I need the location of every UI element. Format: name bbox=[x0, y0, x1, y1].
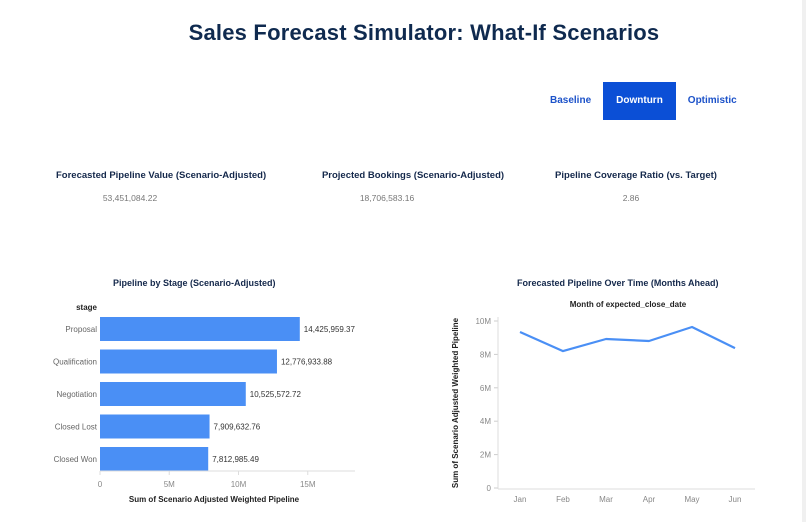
bar[interactable] bbox=[100, 382, 246, 406]
kpi-value: 53,451,084.22 bbox=[102, 193, 158, 203]
y-tick-label: 4M bbox=[480, 417, 491, 426]
x-tick-label: Feb bbox=[556, 495, 570, 504]
x-tick-label: 15M bbox=[300, 480, 316, 489]
kpi-value: 18,706,583.16 bbox=[359, 193, 415, 203]
y-tick-label: 2M bbox=[480, 451, 491, 460]
bar-chart-category-header: stage bbox=[76, 303, 97, 312]
bar-value-label: 10,525,572.72 bbox=[250, 390, 302, 399]
bar[interactable] bbox=[100, 447, 209, 471]
kpi-card-coverage-ratio: Pipeline Coverage Ratio (vs. Target) 2.8… bbox=[536, 170, 736, 203]
kpi-value: 2.86 bbox=[622, 193, 640, 203]
bar-category-label: Closed Lost bbox=[55, 423, 98, 432]
tab-optimistic[interactable]: Optimistic bbox=[687, 95, 737, 106]
line-chart-title: Forecasted Pipeline Over Time (Months Ah… bbox=[517, 278, 719, 288]
y-tick-label: 0 bbox=[487, 484, 492, 493]
x-tick-label: Apr bbox=[643, 495, 656, 504]
kpi-label: Forecasted Pipeline Value (Scenario-Adju… bbox=[56, 170, 267, 181]
bar-chart-title: Pipeline by Stage (Scenario-Adjusted) bbox=[113, 278, 276, 288]
x-tick-label: Jun bbox=[729, 495, 742, 504]
vertical-scrollbar[interactable] bbox=[802, 0, 806, 522]
bar[interactable] bbox=[100, 349, 277, 374]
bar-category-label: Closed Won bbox=[54, 455, 97, 464]
kpi-label: Pipeline Coverage Ratio (vs. Target) bbox=[555, 170, 717, 181]
bar[interactable] bbox=[100, 317, 300, 341]
tab-baseline[interactable]: Baseline bbox=[550, 95, 592, 106]
x-tick-label: Mar bbox=[599, 495, 613, 504]
bar-value-label: 12,776,933.88 bbox=[281, 358, 333, 367]
y-tick-label: 6M bbox=[480, 384, 491, 393]
kpi-card-projected-bookings: Projected Bookings (Scenario-Adjusted) 1… bbox=[313, 170, 513, 203]
kpi-card-pipeline-value: Forecasted Pipeline Value (Scenario-Adju… bbox=[56, 170, 267, 203]
bar-chart-x-axis-label: Sum of Scenario Adjusted Weighted Pipeli… bbox=[129, 495, 300, 504]
x-tick-label: May bbox=[684, 495, 699, 504]
line-chart-subtitle: Month of expected_close_date bbox=[570, 300, 687, 309]
page-title: Sales Forecast Simulator: What-If Scenar… bbox=[188, 20, 660, 45]
line-chart: Month of expected_close_date Sum of Scen… bbox=[451, 300, 755, 504]
x-tick-label: 10M bbox=[231, 480, 247, 489]
line-series bbox=[519, 325, 736, 353]
x-tick-label: Jan bbox=[514, 495, 527, 504]
bar-category-label: Negotiation bbox=[57, 390, 97, 399]
line-chart-y-axis-label: Sum of Scenario Adjusted Weighted Pipeli… bbox=[451, 317, 460, 488]
bar-category-label: Qualification bbox=[53, 358, 97, 367]
kpi-label: Projected Bookings (Scenario-Adjusted) bbox=[321, 170, 505, 181]
bar[interactable] bbox=[100, 414, 210, 439]
x-tick-label: 5M bbox=[164, 480, 175, 489]
tab-downturn[interactable]: Downturn bbox=[603, 82, 676, 120]
x-tick-label: 0 bbox=[98, 480, 103, 489]
y-tick-label: 10M bbox=[475, 317, 491, 326]
y-tick-label: 8M bbox=[480, 350, 491, 359]
scenario-tabs: Baseline Downturn Optimistic bbox=[538, 82, 749, 120]
bar-value-label: 7,812,985.49 bbox=[212, 455, 259, 464]
bar-chart: stage Proposal 14,425,959.37 Qualification… bbox=[53, 303, 356, 504]
bar-category-label: Proposal bbox=[65, 325, 97, 334]
bar-value-label: 14,425,959.37 bbox=[304, 325, 356, 334]
bar-value-label: 7,909,632.76 bbox=[214, 423, 261, 432]
